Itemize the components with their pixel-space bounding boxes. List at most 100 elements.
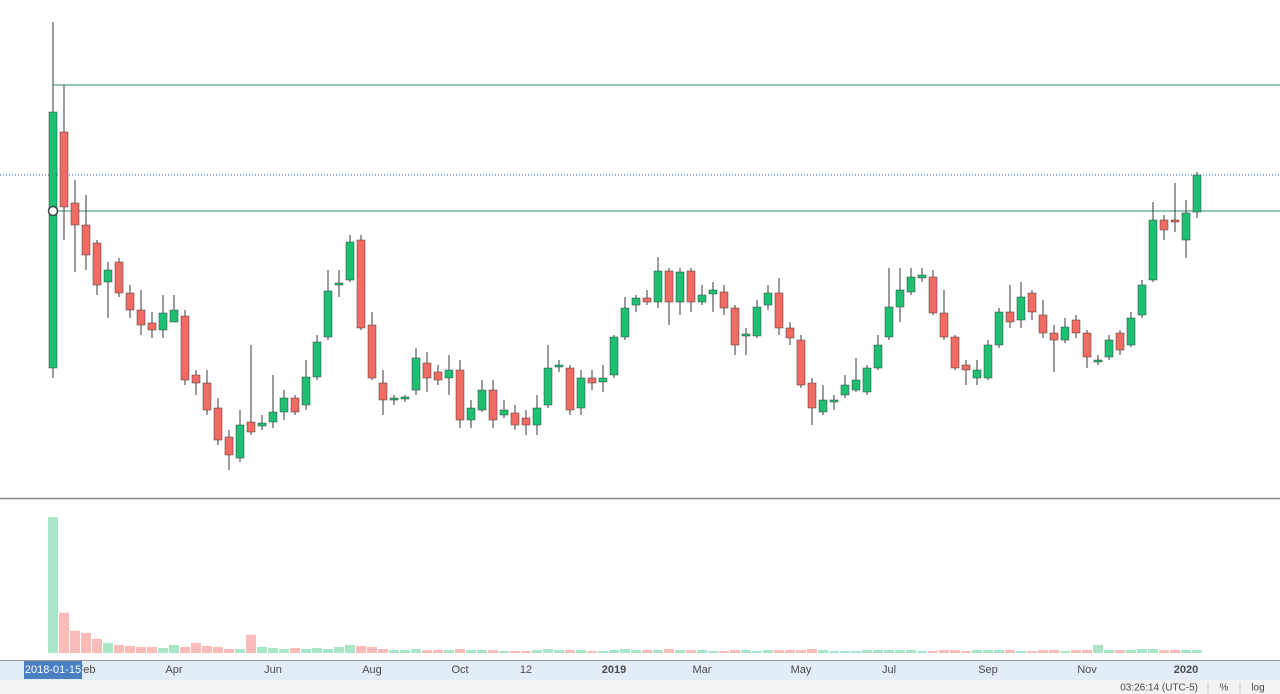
volume-bar — [565, 649, 575, 653]
volume-bar — [1060, 650, 1070, 653]
log-toggle[interactable]: log — [1251, 683, 1264, 694]
status-bar — [0, 680, 1280, 694]
volume-bar — [796, 649, 806, 653]
candle-body — [1071, 319, 1081, 334]
candle-body — [323, 290, 333, 338]
candle-body — [785, 327, 795, 339]
x-tick-label: Apr — [165, 664, 182, 676]
volume-bar — [103, 642, 113, 653]
percent-toggle[interactable]: % — [1220, 683, 1229, 694]
volume-bar — [763, 649, 773, 653]
candle-body — [510, 412, 520, 426]
volume-bar — [675, 649, 685, 653]
volume-bar — [1115, 649, 1125, 653]
volume-bar — [950, 649, 960, 653]
candle-body — [1170, 219, 1180, 223]
volume-bar — [862, 649, 872, 653]
candle-body — [444, 369, 454, 379]
volume-bar — [785, 649, 795, 653]
volume-bar — [1027, 650, 1037, 653]
candle-body — [1005, 311, 1015, 323]
volume-bar — [1093, 644, 1103, 653]
candle-body — [752, 306, 762, 337]
candle-body — [697, 294, 707, 303]
volume-bar — [598, 650, 608, 653]
candle-body — [257, 422, 267, 427]
crosshair-label: 2018-01-15 — [25, 664, 81, 676]
volume-bar — [1192, 649, 1202, 653]
x-axis-strip — [0, 660, 1280, 680]
volume-bar — [1170, 649, 1180, 653]
volume-bar — [1071, 649, 1081, 653]
candle-body — [1038, 314, 1048, 334]
candle-body — [730, 307, 740, 346]
candle-body — [950, 336, 960, 369]
candle-body — [48, 111, 58, 369]
x-tick-label: Nov — [1077, 664, 1097, 676]
candle-body — [708, 289, 718, 295]
volume-bar — [741, 649, 751, 653]
candle-body — [180, 315, 190, 381]
volume-bar — [829, 650, 839, 653]
volume-bar — [1038, 649, 1048, 653]
candle-body — [554, 364, 564, 368]
volume-bar — [818, 649, 828, 653]
volume-bar — [81, 632, 91, 653]
volume-bar — [433, 649, 443, 653]
candle-body — [1060, 326, 1070, 341]
candle-body — [994, 311, 1004, 346]
volume-bar — [92, 638, 102, 653]
candle-body — [774, 292, 784, 329]
volume-bar — [917, 650, 927, 653]
x-tick-label: Jul — [882, 664, 896, 676]
candle-body — [378, 382, 388, 401]
x-tick-label: 2020 — [1174, 664, 1198, 676]
volume-bar — [697, 649, 707, 653]
volume-bar — [961, 650, 971, 653]
status-time[interactable]: 03:26:14 (UTC-5) — [1120, 683, 1198, 694]
volume-bar — [378, 648, 388, 653]
volume-bar — [268, 647, 278, 653]
volume-bar — [554, 649, 564, 653]
volume-bar — [840, 650, 850, 653]
volume-bar — [620, 648, 630, 653]
candle-body — [686, 270, 696, 303]
candle-body — [389, 397, 399, 401]
volume-bar — [994, 649, 1004, 653]
volume-bar — [642, 649, 652, 653]
candle-body — [807, 382, 817, 409]
candle-body — [81, 224, 91, 256]
candle-body — [268, 411, 278, 423]
candle-body — [1148, 219, 1158, 281]
candle-body — [70, 202, 80, 226]
candle-body — [565, 367, 575, 411]
candle-body — [290, 397, 300, 413]
candle-body — [235, 424, 245, 459]
candle-body — [818, 399, 828, 413]
candle-body — [1093, 359, 1103, 363]
candle-body — [455, 369, 465, 421]
volume-bar — [774, 649, 784, 653]
volume-bar — [257, 646, 267, 653]
candle-body — [983, 344, 993, 379]
candle-body — [972, 369, 982, 379]
volume-bar — [752, 650, 762, 653]
volume-bar — [345, 644, 355, 653]
candle-body — [345, 241, 355, 281]
volume-bar — [983, 649, 993, 653]
candle-body — [620, 307, 630, 338]
candle-body — [246, 421, 256, 433]
x-tick-label: Oct — [451, 664, 468, 676]
candle-body — [499, 409, 509, 416]
candle-body — [917, 274, 927, 279]
volume-bar — [653, 649, 663, 653]
volume-bar — [708, 650, 718, 653]
volume-bar — [686, 649, 696, 653]
volume-bar — [411, 648, 421, 653]
candle-body — [532, 407, 542, 426]
candle-body — [862, 367, 872, 393]
volume-bar — [191, 642, 201, 653]
candle-body — [796, 339, 806, 386]
candle-body — [224, 436, 234, 456]
x-tick-label: Mar — [693, 664, 712, 676]
